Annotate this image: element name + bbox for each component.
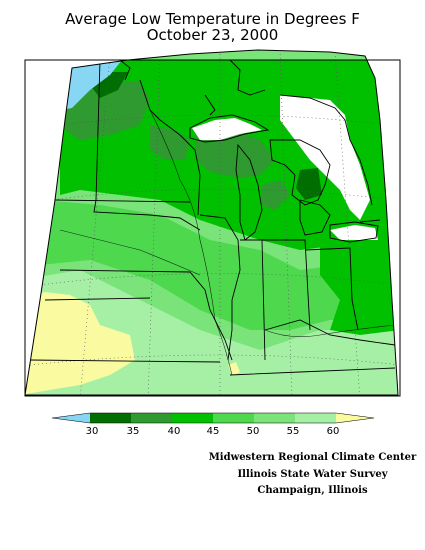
legend-label-55: 55 [287, 426, 300, 437]
legend-label-40: 40 [168, 426, 181, 437]
legend-swatch-40-45 [172, 413, 213, 423]
map-date: October 23, 2000 [146, 26, 279, 44]
great-lakes-shoreline [119, 59, 379, 243]
legend-label-30: 30 [86, 426, 99, 437]
legend-swatch-30-35 [90, 413, 131, 423]
legend-swatch-55-60 [295, 413, 336, 423]
rivers [59, 109, 396, 376]
temperature-fill [25, 50, 398, 395]
credit-isws: Illinois State Water Survey [237, 469, 388, 480]
credit-location: Champaign, Illinois [257, 485, 368, 496]
graticule [29, 50, 398, 395]
legend-swatch-45-50 [213, 413, 254, 423]
legend-label-60: 60 [327, 426, 340, 437]
map-title: Average Low Temperature in Degrees F [65, 10, 360, 28]
legend-swatch-50-55 [254, 413, 295, 423]
credit-mrcc: Midwestern Regional Climate Center [208, 452, 417, 463]
color-legend: 30 35 40 45 50 55 60 [51, 412, 375, 437]
legend-swatch-above-60 [336, 413, 374, 423]
legend-label-35: 35 [127, 426, 140, 437]
map-frame [24, 49, 399, 396]
map-border [24, 59, 401, 397]
legend-swatch-below-30 [52, 413, 90, 423]
legend-swatch-35-40 [131, 413, 172, 423]
legend-label-45: 45 [207, 426, 220, 437]
legend-label-50: 50 [247, 426, 260, 437]
